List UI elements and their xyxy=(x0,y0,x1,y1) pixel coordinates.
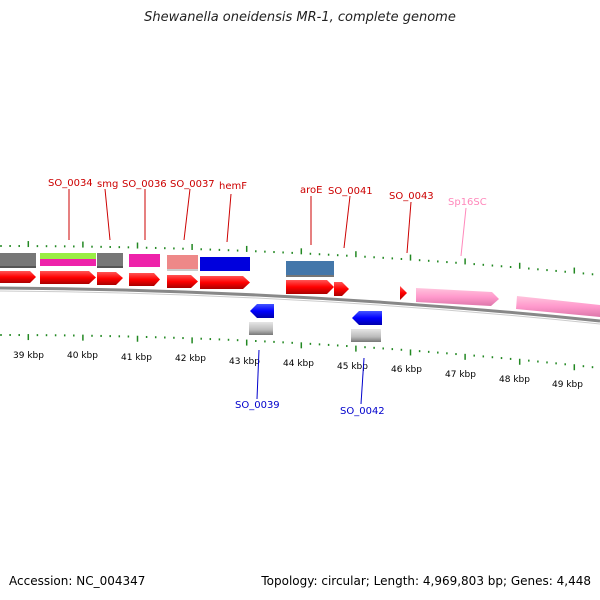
gene-label-aroe[interactable]: aroE xyxy=(300,185,322,196)
gene-label-so0039[interactable]: SO_0039 xyxy=(235,400,280,411)
cds-arrow-so0036[interactable] xyxy=(129,273,160,286)
cog-block-salmon[interactable] xyxy=(167,255,198,269)
cds-arrow-so0033[interactable] xyxy=(0,271,36,283)
tick-label-48: 48 kbp xyxy=(499,375,530,385)
cog-track xyxy=(0,253,334,277)
cds-arrow-hemf[interactable] xyxy=(200,276,250,289)
feature-labels: SO_0034 smg SO_0036 SO_0037 hemF aroE SO… xyxy=(48,178,487,417)
gene-label-so0041[interactable]: SO_0041 xyxy=(328,186,373,197)
gene-label-so0037[interactable]: SO_0037 xyxy=(170,179,215,190)
cog-block-magenta-2[interactable] xyxy=(129,254,160,267)
tick-label-49: 49 kbp xyxy=(552,380,583,390)
gene-label-so0042[interactable]: SO_0042 xyxy=(340,406,385,417)
tick-label-39: 39 kbp xyxy=(13,351,44,361)
gene-label-so0043[interactable]: SO_0043 xyxy=(389,191,434,202)
genome-backbone xyxy=(0,286,600,325)
rrna-arrow-next[interactable] xyxy=(516,296,600,317)
cds-arrow-smg[interactable] xyxy=(97,272,123,285)
rrna-arrow-sp16sc[interactable] xyxy=(416,288,499,306)
cds-arrow-so0034[interactable] xyxy=(40,271,96,284)
cog-block-magenta-1[interactable] xyxy=(40,259,96,266)
gene-label-smg[interactable]: smg xyxy=(97,179,118,190)
cog-block-so0042[interactable] xyxy=(351,329,381,342)
feature-leader-lines xyxy=(68,188,467,405)
cds-arrow-so0042[interactable] xyxy=(352,311,382,325)
cog-block-gray-1[interactable] xyxy=(0,253,36,266)
reverse-strand-track xyxy=(249,304,382,342)
forward-tick-track xyxy=(0,241,594,276)
cog-block-blue[interactable] xyxy=(200,257,250,271)
tick-label-43: 43 kbp xyxy=(229,357,260,367)
cds-arrow-so0043[interactable] xyxy=(400,286,407,300)
gene-label-hemf[interactable]: hemF xyxy=(219,181,247,192)
tick-label-41: 41 kbp xyxy=(121,353,152,363)
cds-arrow-so0037[interactable] xyxy=(167,275,198,288)
kbp-scale: 39 kbp 40 kbp 41 kbp 42 kbp 43 kbp 44 kb… xyxy=(13,351,583,390)
accession-label: Accession: NC_004347 xyxy=(9,574,146,588)
cog-block-green-magenta[interactable] xyxy=(40,253,96,259)
cds-arrow-aroe[interactable] xyxy=(286,280,334,294)
gene-label-sp16sc[interactable]: Sp16SC xyxy=(448,197,487,208)
tick-label-44: 44 kbp xyxy=(283,359,314,369)
tick-label-42: 42 kbp xyxy=(175,354,206,364)
cds-arrow-so0041[interactable] xyxy=(334,282,349,296)
tick-label-47: 47 kbp xyxy=(445,370,476,380)
map-title: Shewanella oneidensis MR-1, complete gen… xyxy=(144,10,456,25)
cog-block-steelblue[interactable] xyxy=(286,261,334,275)
cog-block-gray-2[interactable] xyxy=(97,253,123,266)
cds-arrow-so0039[interactable] xyxy=(250,304,274,318)
tick-label-46: 46 kbp xyxy=(391,365,422,375)
tick-label-40: 40 kbp xyxy=(67,351,98,361)
gene-label-so0034[interactable]: SO_0034 xyxy=(48,178,93,189)
genome-summary: Topology: circular; Length: 4,969,803 bp… xyxy=(261,574,591,588)
forward-strand-track xyxy=(0,271,600,317)
cog-block-so0039[interactable] xyxy=(249,322,273,335)
gene-label-so0036[interactable]: SO_0036 xyxy=(122,179,167,190)
reverse-tick-track xyxy=(0,334,594,371)
tick-label-45: 45 kbp xyxy=(337,362,368,372)
